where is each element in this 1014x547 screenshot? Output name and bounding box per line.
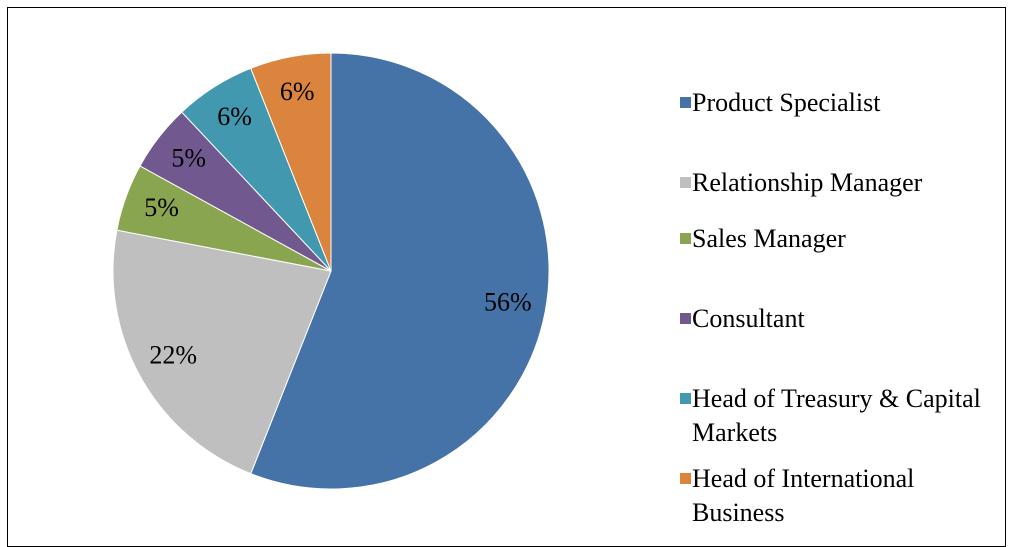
chart: 56% 22% 5% 5% 6% 6% (112, 52, 550, 490)
pie-slice (250, 52, 550, 490)
legend-item: Head of Treasury & Capital Markets (680, 382, 1000, 450)
legend-label: Relationship Manager (692, 168, 923, 197)
legend-item: Product Specialist (680, 86, 1000, 120)
data-label: 5% (171, 144, 206, 173)
legend-item: Sales Manager (680, 222, 1000, 256)
legend-swatch (680, 233, 691, 244)
legend-swatch (680, 313, 691, 324)
legend-item: Head of International Business (680, 462, 1000, 530)
data-label: 22% (149, 341, 197, 370)
data-label: 56% (484, 288, 532, 317)
page: 56% 22% 5% 5% 6% 6% Product Specialist Relatio… (7, 7, 1006, 547)
legend-swatch (680, 97, 691, 108)
legend-swatch (680, 393, 691, 404)
pie-slice (112, 229, 332, 475)
legend-item: Consultant (680, 302, 1000, 336)
pie-slice (250, 52, 332, 272)
data-label: 6% (217, 102, 252, 131)
legend-label: Head of International Business (692, 464, 915, 527)
legend-label: Product Specialist (692, 88, 881, 117)
legend-label: Head of Treasury & Capital Markets (692, 384, 981, 447)
legend-label: Sales Manager (692, 224, 846, 253)
legend-swatch (680, 473, 691, 484)
legend-label: Consultant (692, 304, 805, 333)
data-label: 5% (144, 193, 179, 222)
legend-swatch (680, 177, 691, 188)
legend-item: Relationship Manager (680, 166, 1000, 200)
data-label: 6% (280, 77, 315, 106)
